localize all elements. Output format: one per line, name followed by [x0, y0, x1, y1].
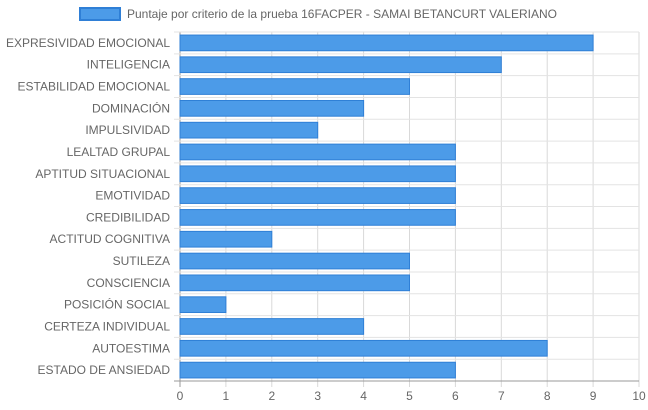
- legend-label[interactable]: Puntaje por criterio de la prueba 16FACP…: [127, 7, 557, 21]
- bar[interactable]: [179, 56, 502, 74]
- legend[interactable]: Puntaje por criterio de la prueba 16FACP…: [79, 7, 557, 21]
- x-tick-label: 9: [590, 389, 597, 403]
- bar[interactable]: [179, 99, 365, 117]
- x-tick-label: 7: [498, 389, 505, 403]
- bar[interactable]: [179, 78, 410, 95]
- x-tick-label: 8: [544, 389, 551, 403]
- bar[interactable]: [179, 209, 456, 226]
- category-label: CERTEZA INDIVIDUAL: [44, 319, 170, 333]
- category-label: INTELIGENCIA: [87, 58, 170, 72]
- bar[interactable]: [179, 143, 456, 161]
- bar[interactable]: [179, 361, 456, 379]
- category-label: CONSCIENCIA: [87, 276, 170, 290]
- x-tick-label: 0: [177, 389, 184, 403]
- bar[interactable]: [179, 230, 273, 248]
- x-tick-label: 2: [268, 389, 275, 403]
- x-tick-label: 6: [452, 389, 459, 403]
- bar[interactable]: [179, 339, 548, 357]
- x-axis-ticks: 0 1 2 3 4 5 6 7 8 9 10: [177, 389, 646, 403]
- category-label: IMPULSIVIDAD: [85, 123, 170, 137]
- category-label: LEALTAD GRUPAL: [67, 145, 171, 159]
- category-label: EMOTIVIDAD: [95, 189, 170, 203]
- x-tick-label: 4: [360, 389, 367, 403]
- x-tick-label: 1: [223, 389, 230, 403]
- bar[interactable]: [179, 121, 319, 139]
- category-label: CREDIBILIDAD: [86, 210, 170, 224]
- bar[interactable]: [179, 34, 594, 52]
- category-label: ESTADO DE ANSIEDAD: [38, 363, 171, 377]
- category-label: DOMINACIÓN: [92, 100, 170, 115]
- x-tick-label: 10: [632, 389, 646, 403]
- category-label: APTITUD SITUACIONAL: [35, 167, 170, 181]
- bar[interactable]: [179, 296, 227, 314]
- category-label: ACTITUD COGNITIVA: [50, 232, 170, 246]
- legend-swatch[interactable]: [79, 7, 121, 21]
- category-label: ESTABILIDAD EMOCIONAL: [18, 80, 171, 94]
- category-label: AUTOESTIMA: [92, 341, 170, 355]
- bars: [179, 34, 594, 379]
- bar[interactable]: [179, 318, 365, 335]
- category-label: SUTILEZA: [113, 254, 170, 268]
- category-label: EXPRESIVIDAD EMOCIONAL: [6, 36, 170, 50]
- bar[interactable]: [179, 187, 456, 204]
- category-labels: EXPRESIVIDAD EMOCIONAL INTELIGENCIA ESTABI…: [6, 36, 170, 377]
- bar[interactable]: [179, 165, 456, 183]
- x-tick-label: 5: [406, 389, 413, 403]
- x-tick-label: 3: [314, 389, 321, 403]
- category-label: POSICIÓN SOCIAL: [64, 297, 170, 312]
- bar[interactable]: [179, 274, 410, 292]
- bar[interactable]: [179, 252, 410, 270]
